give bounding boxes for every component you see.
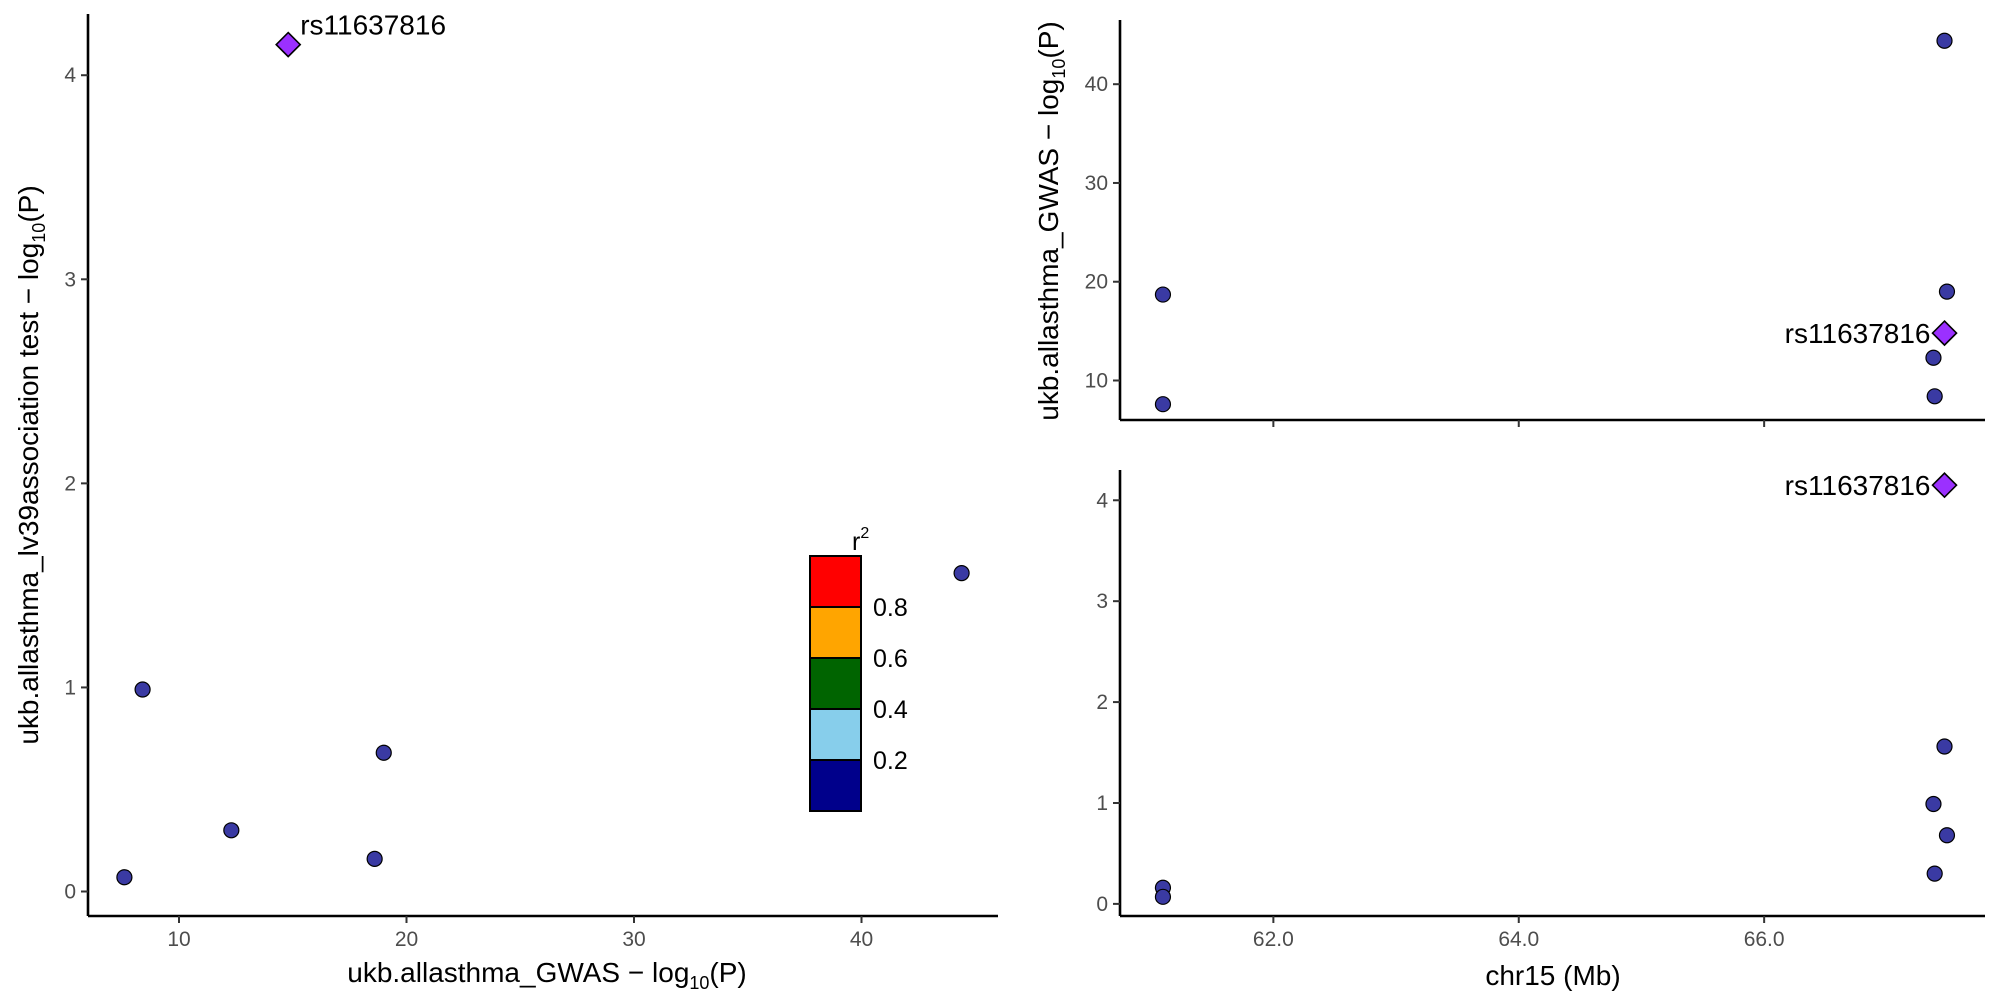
panel3-x-axis-title: chr15 (Mb) — [1485, 960, 1620, 991]
panel1-x-axis-title: ukb.allasthma_GWAS − log10(P) — [347, 957, 747, 993]
panel2-lead-snp-marker — [1931, 319, 1958, 347]
panel2-lead-snp-label: rs11637816 — [1785, 318, 1931, 349]
panel1-y-axis-title: ukb.allasthma_lv39association test − log… — [13, 185, 49, 744]
panel1-x-tick-label: 30 — [622, 928, 645, 951]
legend-tick-label: 0.2 — [873, 747, 908, 775]
panel3-snp-point — [1925, 795, 1942, 813]
panel2-y-tick-label: 30 — [1085, 172, 1108, 195]
panel1-y-tick-label: 4 — [64, 64, 76, 87]
panel3-y-tick-label: 0 — [1096, 893, 1108, 916]
panel1-snp-point — [375, 744, 392, 761]
panel1-y-tick-label: 0 — [64, 881, 76, 904]
panel2-snp-point — [1154, 286, 1172, 303]
legend-color-band — [809, 657, 862, 710]
legend-tick-label: 0.6 — [873, 645, 908, 673]
legend-tick-label: 0.8 — [873, 594, 908, 622]
legend-color-band — [809, 606, 862, 659]
panel2-y-tick-label: 10 — [1085, 369, 1108, 392]
panel1-snp-point — [116, 869, 133, 886]
lv39-regional-panel: chr15 (Mb) 0 1 2 3 4 62.0 64.0 66.0 rs11637816 — [1096, 470, 1985, 991]
panel2-snp-point — [1925, 349, 1942, 366]
panel3-snp-point — [1154, 888, 1172, 905]
panel1-y-tick-label: 1 — [64, 676, 76, 699]
panel1-snp-point — [366, 850, 383, 867]
panel3-x-tick-label: 62.0 — [1253, 928, 1294, 951]
legend-color-band — [809, 759, 862, 812]
panel1-snp-point — [223, 822, 240, 839]
gwas-vs-lv39-scatter: ukb.allasthma_GWAS − log10(P) ukb.allast… — [13, 10, 998, 993]
gwas-regional-panel: ukb.allasthma_GWAS − log10(P) 10 20 30 40 rs… — [1033, 20, 1985, 427]
panel1-snp-point — [134, 681, 151, 698]
panel3-lead-snp-label: rs11637816 — [1785, 470, 1931, 501]
panel1-snp-point — [953, 565, 970, 582]
panel1-x-tick-label: 10 — [167, 928, 190, 951]
panel2-snp-point — [1154, 396, 1172, 413]
legend-tick-label: 0.4 — [873, 696, 908, 724]
panel3-y-tick-label: 4 — [1096, 489, 1108, 512]
panel1-y-tick-label: 2 — [64, 472, 76, 495]
r2-legend: r2 0.8 0.6 0.4 0.2 — [809, 525, 908, 812]
panel3-lead-snp-marker — [1931, 472, 1958, 499]
panel3-snp-point — [1938, 827, 1956, 844]
panel2-snp-point — [1936, 32, 1953, 49]
legend-color-band — [809, 555, 862, 608]
panel1-lead-snp-label: rs11637816 — [300, 10, 446, 41]
panel1-y-tick-label: 3 — [64, 268, 76, 291]
panel3-y-tick-label: 3 — [1096, 590, 1108, 613]
panel3-y-tick-label: 1 — [1096, 792, 1108, 815]
panel3-x-tick-label: 64.0 — [1498, 928, 1539, 951]
panel3-y-tick-label: 2 — [1096, 691, 1108, 714]
panel3-x-tick-label: 66.0 — [1744, 928, 1785, 951]
legend-color-band — [809, 708, 862, 761]
panel3-snp-point — [1936, 738, 1953, 755]
panel2-y-tick-label: 20 — [1085, 271, 1108, 294]
panel2-snp-point — [1926, 388, 1943, 405]
panel2-y-tick-label: 40 — [1085, 73, 1108, 96]
panel2-snp-point — [1938, 283, 1956, 300]
panel1-x-tick-label: 40 — [850, 928, 873, 951]
panel1-x-tick-label: 20 — [395, 928, 418, 951]
panel1-lead-snp-marker — [275, 31, 302, 58]
panel2-y-axis-title: ukb.allasthma_GWAS − log10(P) — [1033, 21, 1069, 421]
legend-title: r2 — [852, 525, 869, 556]
panel3-snp-point — [1926, 865, 1943, 882]
